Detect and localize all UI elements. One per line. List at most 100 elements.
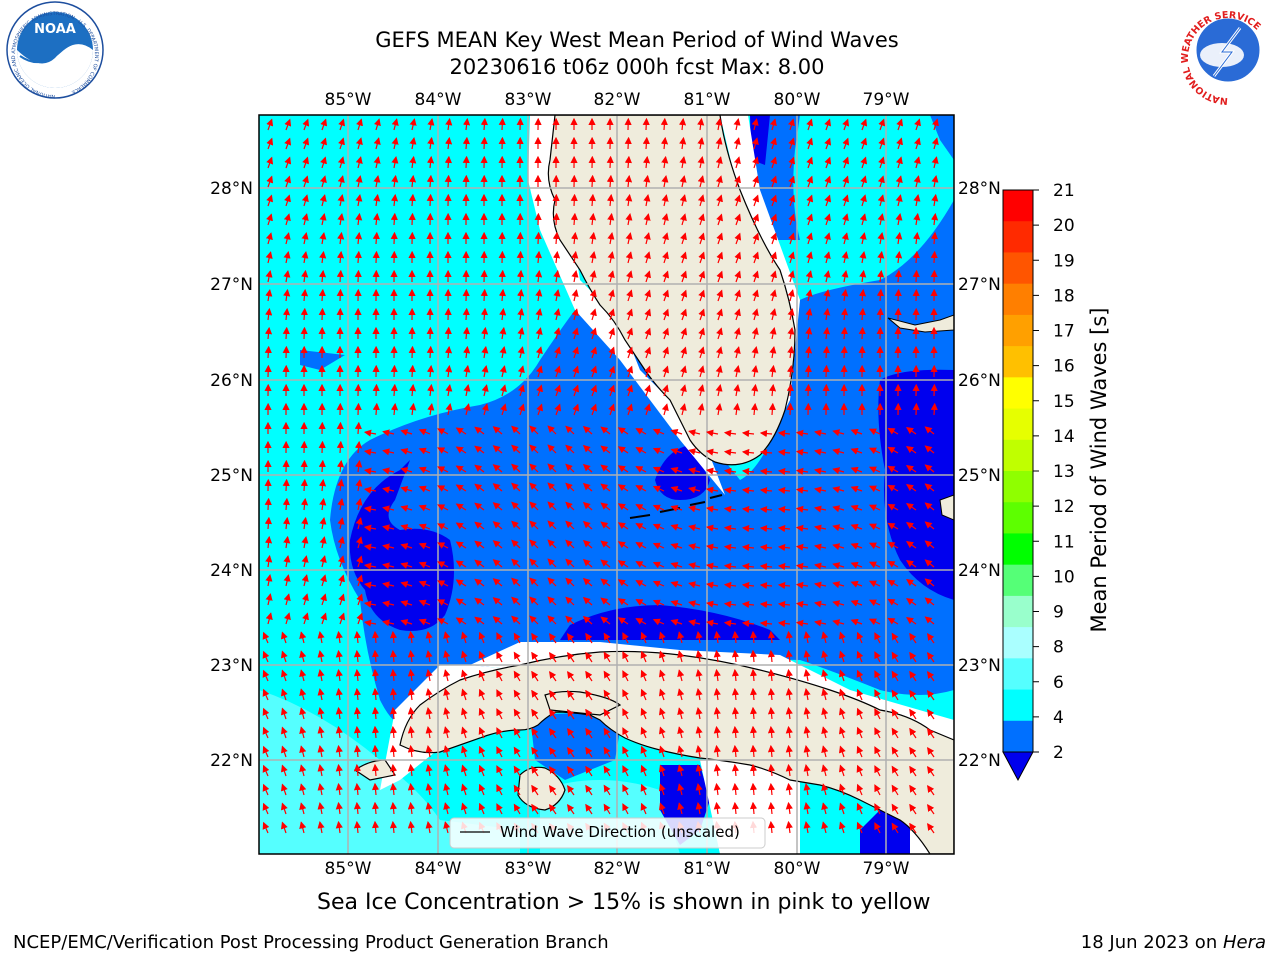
wind-arrow (924, 521, 935, 530)
wind-arrow (445, 136, 453, 150)
wind-arrow (529, 482, 539, 492)
wind-arrow (906, 617, 917, 625)
wind-arrow (567, 633, 575, 644)
lat-label: 27°N (210, 275, 253, 295)
wind-arrow (437, 618, 449, 625)
wind-arrow (462, 136, 470, 150)
wind-arrow (319, 497, 327, 511)
wind-arrow (877, 232, 885, 245)
wind-arrow (723, 505, 737, 513)
wind-arrow (474, 426, 485, 435)
wind-arrow (680, 346, 687, 359)
wind-arrow (492, 597, 503, 606)
wind-arrow (733, 365, 741, 378)
wind-arrow (534, 231, 542, 245)
wind-arrow (382, 600, 395, 608)
wind-arrow (536, 365, 543, 378)
wind-arrow (409, 402, 417, 416)
lat-label: 22°N (210, 751, 253, 771)
wind-arrow (336, 459, 345, 473)
wind-arrow (832, 600, 845, 608)
wind-arrow (625, 193, 633, 207)
wind-arrow (787, 270, 795, 283)
wind-arrow (407, 630, 415, 644)
wind-arrow (600, 445, 611, 454)
wind-arrow (262, 650, 270, 663)
wind-arrow (723, 524, 737, 532)
wind-arrow (302, 156, 309, 169)
wind-arrow (444, 155, 452, 169)
wind-arrow (741, 467, 755, 476)
wind-arrow (680, 289, 688, 302)
wind-arrow (492, 559, 503, 568)
wind-arrow (635, 542, 647, 549)
wind-arrow (661, 175, 669, 188)
wind-arrow (713, 649, 721, 663)
wind-arrow (787, 289, 795, 302)
wind-arrow (589, 212, 597, 226)
wind-arrow (688, 543, 701, 551)
wind-arrow (535, 269, 543, 283)
wind-arrow (734, 270, 742, 283)
wind-arrow (661, 403, 669, 416)
wind-arrow (535, 308, 543, 321)
wind-arrow (498, 269, 506, 283)
wind-arrow (400, 543, 413, 550)
wind-arrow (706, 429, 719, 437)
wind-arrow (437, 466, 449, 473)
wind-arrow (336, 421, 344, 435)
wind-arrow (824, 137, 832, 150)
wind-arrow (887, 484, 899, 492)
wind-arrow (768, 402, 776, 416)
wind-arrow (264, 326, 273, 340)
wind-arrow (553, 250, 561, 264)
wind-arrow (751, 118, 759, 131)
colorbar-tick-label: 16 (1053, 357, 1075, 377)
wind-arrow (565, 501, 575, 511)
lon-label: 82°W (594, 90, 641, 110)
wind-arrow (571, 270, 579, 283)
wind-arrow (731, 630, 740, 644)
wind-arrow (608, 346, 616, 359)
wind-arrow (906, 465, 917, 473)
wind-arrow (679, 175, 687, 188)
wind-arrow (354, 231, 363, 245)
colorbar-swatch (1003, 346, 1033, 378)
wind-arrow (804, 345, 813, 359)
wind-arrow (481, 365, 489, 378)
wind-arrow (662, 327, 670, 340)
wind-arrow (670, 619, 683, 626)
wind-arrow (318, 440, 326, 454)
colorbar-tick-label: 14 (1053, 427, 1075, 447)
wind-arrow (382, 448, 395, 456)
wind-arrow (678, 117, 687, 131)
wind-arrow (337, 478, 345, 492)
wind-arrow (824, 175, 832, 188)
wind-arrow (624, 155, 632, 169)
wind-arrow (382, 543, 395, 551)
wind-arrow (588, 174, 596, 188)
wind-arrow (265, 251, 273, 264)
wind-arrow (887, 560, 899, 568)
wind-arrow (463, 117, 471, 131)
wind-arrow (571, 327, 579, 340)
wind-arrow (265, 270, 273, 283)
wind-arrow (461, 631, 468, 644)
wind-arrow (266, 194, 273, 207)
wind-arrow (445, 117, 453, 131)
colorbar-swatch (1003, 190, 1033, 222)
wind-arrow (713, 630, 721, 644)
wind-arrow (529, 520, 539, 530)
wind-arrow (262, 631, 270, 644)
wind-arrow (284, 175, 291, 188)
wind-arrow (607, 212, 615, 226)
wind-arrow (670, 524, 683, 531)
wind-arrow (382, 505, 395, 513)
wind-arrow (572, 365, 580, 378)
wind-arrow (909, 632, 917, 644)
wind-arrow (320, 118, 328, 131)
wind-arrow (391, 118, 399, 131)
wind-arrow (924, 616, 935, 625)
wind-arrow (617, 446, 629, 454)
